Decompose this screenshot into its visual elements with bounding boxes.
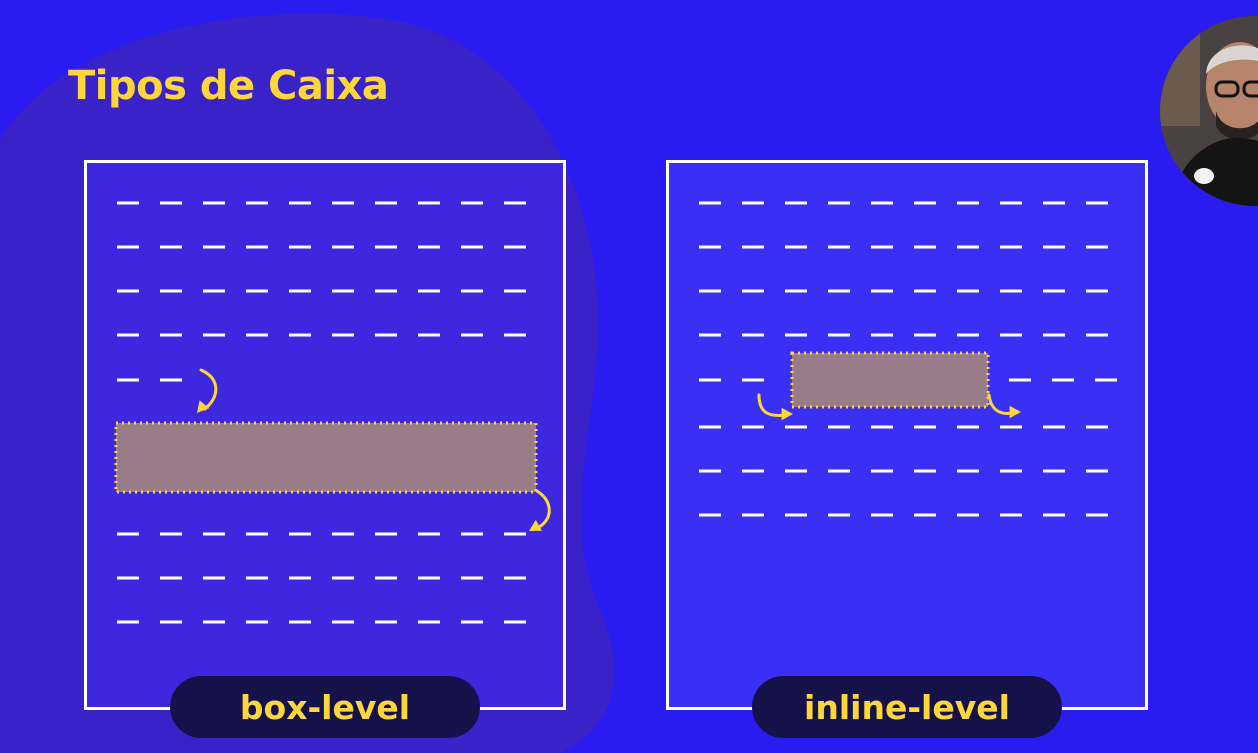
box-level-label: box-level [170, 676, 480, 738]
arrowhead-icon [1009, 405, 1021, 419]
box-level-label-text: box-level [239, 687, 411, 727]
inline-level-panel [666, 160, 1148, 710]
box-level-diagram [114, 201, 551, 624]
curved-arrow-icon [987, 393, 1015, 415]
curved-arrow-icon [535, 489, 551, 529]
box-level-panel [84, 160, 566, 710]
curved-arrow-icon [757, 393, 787, 417]
arrowhead-icon [529, 519, 542, 531]
inline-element-box [790, 351, 990, 409]
inline-level-label-text: inline-level [804, 687, 1010, 727]
arrowhead-icon [197, 400, 210, 413]
curved-arrow-icon [199, 368, 218, 411]
arrowhead-icon [781, 407, 793, 421]
block-element-box [114, 421, 538, 494]
inline-level-label: inline-level [752, 676, 1062, 738]
slide-title: Tipos de Caixa [68, 63, 389, 109]
inline-level-diagram [699, 201, 1117, 517]
